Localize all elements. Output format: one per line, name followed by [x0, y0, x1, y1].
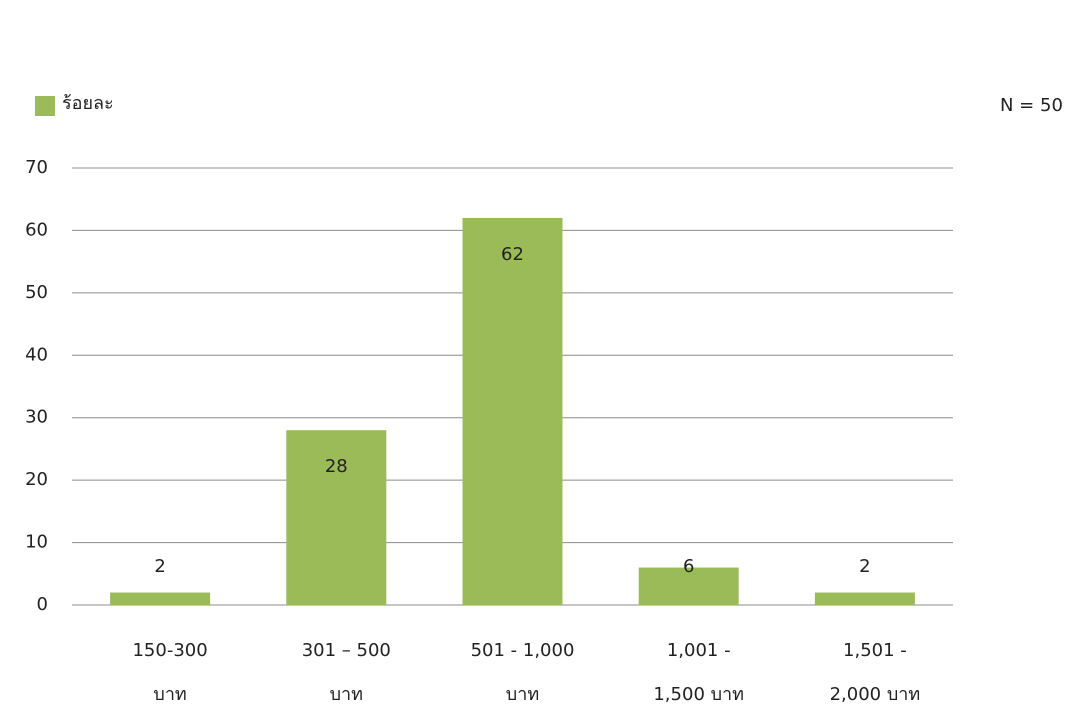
y-tick-label: 40 — [25, 344, 48, 365]
y-tick-label: 0 — [37, 594, 48, 615]
y-tick-label: 30 — [25, 407, 48, 428]
data-label: 2 — [154, 556, 165, 577]
bar — [462, 217, 563, 605]
bar — [110, 592, 211, 605]
x-tick-label: 1,500 บาท — [653, 684, 744, 705]
x-tick-label: 501 - 1,000 — [471, 640, 575, 661]
legend-swatch — [35, 96, 55, 116]
x-tick-label: บาท — [153, 684, 186, 705]
bar — [286, 430, 387, 605]
x-tick-label: 2,000 บาท — [830, 684, 921, 705]
x-tick-label: บาท — [506, 684, 539, 705]
data-label: 6 — [683, 556, 694, 577]
data-label: 2 — [859, 556, 870, 577]
data-label: 28 — [325, 456, 348, 477]
annotation: N = 50 — [1000, 95, 1063, 116]
x-tick-label: 1,001 - — [667, 640, 731, 661]
y-tick-label: 50 — [25, 282, 48, 303]
y-tick-label: 60 — [25, 219, 48, 240]
y-tick-label: 70 — [25, 157, 48, 178]
data-label: 62 — [501, 244, 524, 265]
x-tick-label: 301 – 500 — [302, 640, 391, 661]
legend-label: ร้อยละ — [62, 93, 114, 114]
x-tick-label: 1,501 - — [843, 640, 907, 661]
y-tick-label: 20 — [25, 469, 48, 490]
x-tick-label: บาท — [330, 684, 363, 705]
bar — [814, 592, 915, 605]
bar — [638, 567, 739, 605]
y-tick-label: 10 — [25, 532, 48, 553]
x-tick-label: 150-300 — [132, 640, 207, 661]
